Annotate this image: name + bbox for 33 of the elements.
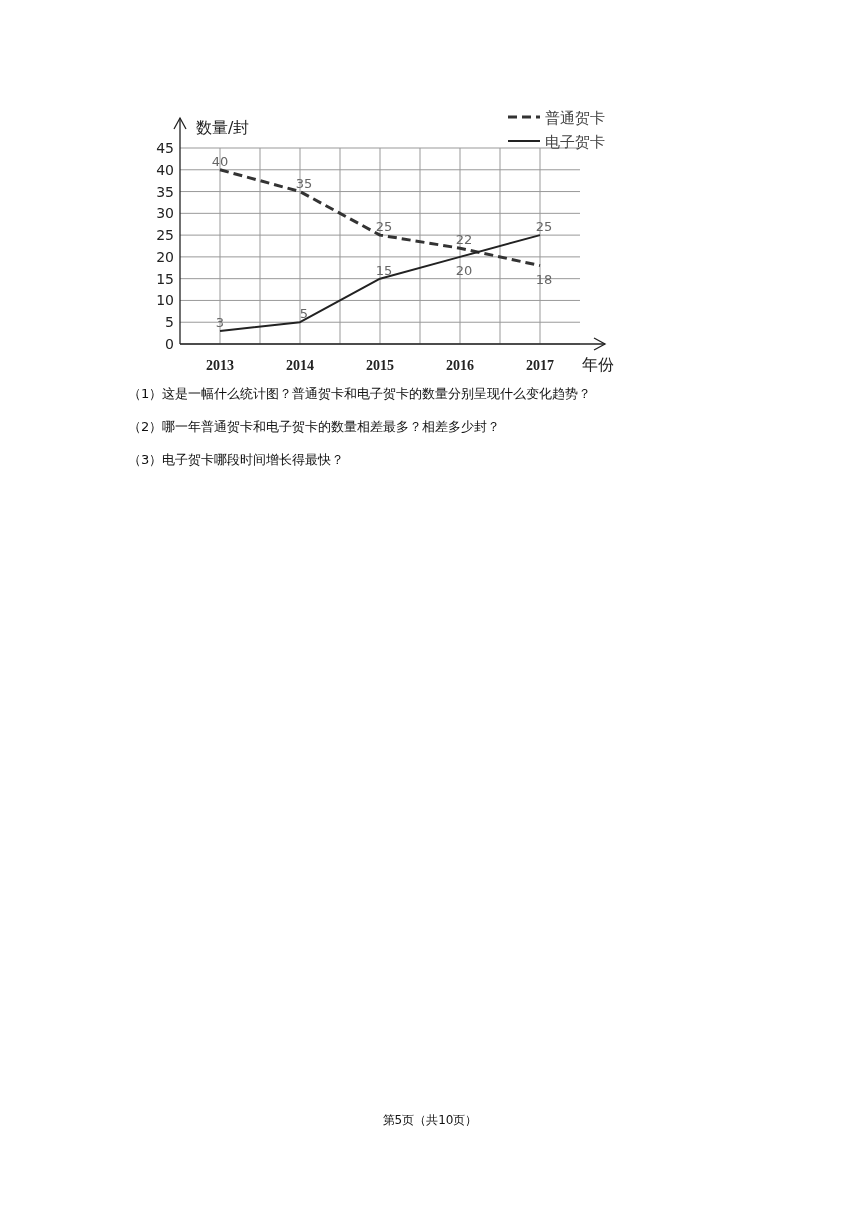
data-label: 35 xyxy=(295,175,313,191)
y-tick-label: 20 xyxy=(156,248,174,265)
data-label: 40 xyxy=(211,153,229,169)
y-tick-label: 10 xyxy=(156,292,174,309)
y-tick-label: 25 xyxy=(156,227,174,244)
legend-label: 电子贺卡 xyxy=(545,133,605,151)
data-label: 25 xyxy=(375,219,393,235)
data-label: 3 xyxy=(215,314,225,330)
x-tick-label: 2017 xyxy=(526,358,554,373)
y-tick-label: 15 xyxy=(156,270,174,287)
text: （1）这是一幅什么统计图？普通贺卡和电子贺卡的数量分别呈现什么变化趋势？ xyxy=(128,386,592,401)
data-label: 25 xyxy=(535,219,553,235)
data-label: 5 xyxy=(299,306,309,322)
x-tick-label: 2013 xyxy=(206,358,234,373)
y-tick-label: 40 xyxy=(156,161,174,178)
text: （2）哪一年普通贺卡和电子贺卡的数量相差最多？相差多少封？ xyxy=(128,419,501,434)
legend-label: 普通贺卡 xyxy=(545,109,605,127)
data-label: 20 xyxy=(455,262,473,278)
text: （3）电子贺卡哪段时间增长得最快？ xyxy=(128,452,345,467)
x-tick-label: 2016 xyxy=(446,358,474,373)
y-tick-label: 30 xyxy=(156,205,174,222)
y-tick-label: 45 xyxy=(156,140,174,156)
data-label: 15 xyxy=(375,262,393,278)
x-axis-title: 年份 xyxy=(582,355,614,374)
data-label: 22 xyxy=(455,232,473,248)
y-tick-label: 0 xyxy=(165,336,174,352)
text: 第5页（共10页） xyxy=(382,1113,478,1127)
y-tick-label: 35 xyxy=(156,183,174,200)
data-label: 18 xyxy=(535,271,553,287)
x-tick-label: 2014 xyxy=(286,358,314,373)
y-tick-label: 5 xyxy=(165,314,174,331)
y-axis-title: 数量/封 xyxy=(196,118,250,137)
x-tick-label: 2015 xyxy=(366,358,394,373)
